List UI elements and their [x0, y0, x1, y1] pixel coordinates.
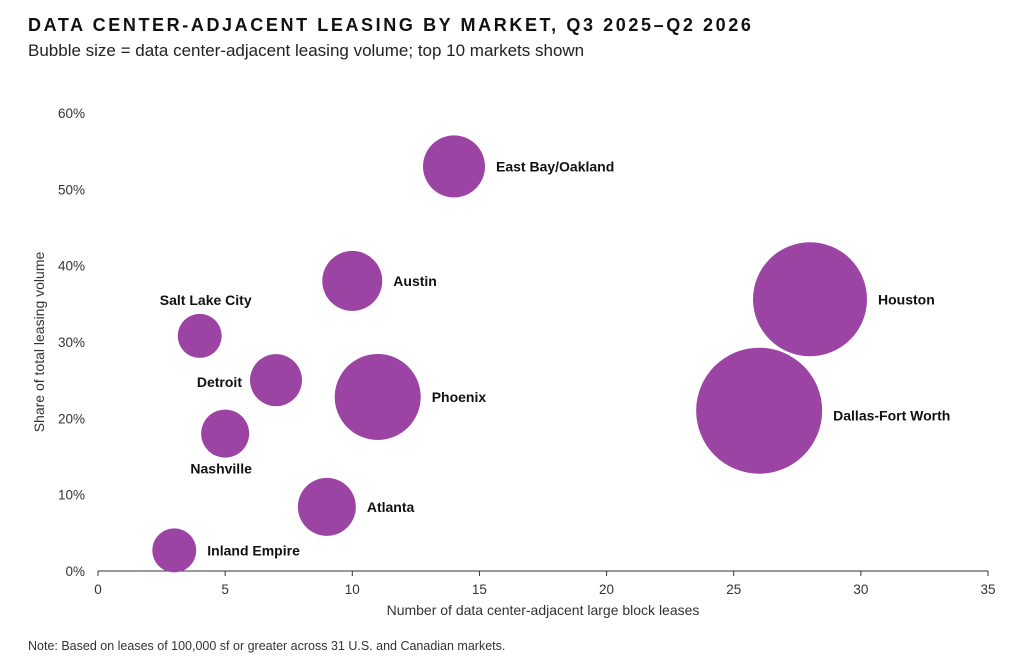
x-tick-label: 25	[726, 582, 741, 597]
x-tick-label: 30	[853, 582, 868, 597]
bubble-phoenix	[334, 353, 421, 440]
label-east-bay-oakland: East Bay/Oakland	[496, 158, 614, 174]
x-tick-label: 10	[345, 582, 360, 597]
x-tick-label: 0	[94, 582, 102, 597]
bubble-houston	[753, 242, 867, 357]
bubble-nashville	[201, 409, 250, 458]
y-tick-label: 0%	[65, 564, 85, 579]
y-tick-label: 10%	[58, 488, 85, 503]
y-tick-label: 50%	[58, 182, 85, 197]
bubble-detroit	[250, 354, 302, 407]
bubble-inland-empire	[152, 528, 197, 573]
x-tick-label: 35	[980, 582, 995, 597]
label-houston: Houston	[878, 291, 935, 307]
x-tick-labels: 0 5 10 15 20 25 30 35	[94, 571, 996, 597]
label-atlanta: Atlanta	[367, 499, 415, 515]
x-tick-label: 15	[472, 582, 487, 597]
label-phoenix: Phoenix	[432, 389, 487, 405]
y-tick-label: 40%	[58, 259, 85, 274]
bubble-dallas-fort-worth	[696, 347, 823, 474]
label-salt-lake-city: Salt Lake City	[160, 292, 252, 308]
chart-title: DATA CENTER-ADJACENT LEASING BY MARKET, …	[28, 15, 754, 35]
bubble-labels: East Bay/Oakland Austin Houston Salt Lake C…	[160, 158, 951, 558]
label-dallas-fort-worth: Dallas-Fort Worth	[833, 408, 950, 424]
label-nashville: Nashville	[190, 461, 252, 477]
x-axis-label: Number of data center-adjacent large blo…	[387, 602, 700, 618]
bubble-east-bay-oakland	[423, 135, 485, 198]
y-tick-label: 20%	[58, 411, 85, 426]
label-detroit: Detroit	[197, 374, 242, 390]
footnote: Note: Based on leases of 100,000 sf or g…	[28, 639, 506, 653]
x-tick-label: 20	[599, 582, 614, 597]
y-tick-label: 60%	[58, 106, 85, 121]
bubble-salt-lake-city	[177, 313, 222, 358]
label-austin: Austin	[393, 273, 437, 289]
bubble-austin	[322, 250, 383, 311]
label-inland-empire: Inland Empire	[207, 542, 300, 558]
bubbles	[152, 135, 867, 573]
y-tick-label: 30%	[58, 335, 85, 350]
bubble-atlanta	[297, 477, 356, 536]
chart-subtitle: Bubble size = data center-adjacent leasi…	[28, 41, 585, 60]
x-tick-label: 5	[221, 582, 229, 597]
y-axis-label: Share of total leasing volume	[31, 252, 47, 433]
y-tick-labels: 0% 10% 20% 30% 40% 50% 60%	[58, 106, 85, 579]
